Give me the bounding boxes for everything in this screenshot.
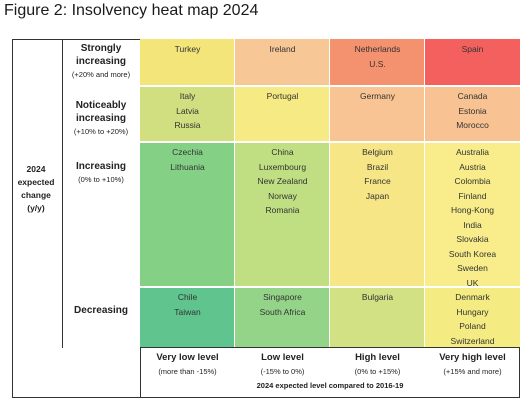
grid-line-vertical: [424, 39, 425, 348]
column-label-range: (-15% to 0%): [260, 367, 305, 376]
country-label: Brazil: [366, 161, 389, 172]
heatmap-cell: Bulgaria: [330, 287, 425, 348]
country-label: Switzerland: [450, 335, 495, 346]
country-label: Poland: [459, 321, 486, 331]
heatmap-cell: Germany: [330, 86, 425, 142]
heatmap-cell: Australia Austria Colombia Finland Hong-Kong…: [425, 142, 520, 288]
y-axis-title-line: change: [21, 190, 51, 200]
heatmap-cell: China Luxembourg New Zealand Norway Romania: [235, 142, 330, 287]
country-label: Belgium: [362, 147, 393, 157]
heatmap-cell: Spain: [425, 39, 520, 86]
country-label: Taiwan: [174, 306, 201, 317]
country-label: Ireland: [269, 44, 296, 54]
grid-line-horizontal: [140, 286, 520, 288]
y-axis-title-line: 2024: [26, 164, 46, 174]
figure-title: Figure 2: Insolvency heat map 2024: [4, 2, 259, 19]
row-label: Decreasing: [62, 304, 140, 317]
country-label: Sweden: [457, 263, 488, 273]
grid-line-vertical: [329, 39, 330, 348]
country-label: Luxembourg: [258, 161, 307, 172]
country-label: Morocco: [456, 120, 489, 130]
column-label-main: Very low level: [156, 352, 219, 363]
country-label: Turkey: [174, 44, 201, 54]
heatmap-cell: Singapore South Africa: [235, 287, 330, 348]
y-axis-border: [62, 39, 63, 348]
row-label-main: Noticeably increasing: [75, 100, 127, 124]
country-label: Bulgaria: [361, 292, 394, 302]
column-label-main: Low level: [261, 352, 304, 363]
country-label: Colombia: [454, 176, 491, 186]
row-label: Increasing (0% to +10%): [62, 160, 140, 185]
y-axis-title-line: (y/y): [27, 203, 45, 213]
country-label: Japan: [365, 190, 390, 201]
country-label: Norway: [268, 190, 297, 201]
y-axis-title-line: expected: [17, 177, 55, 187]
country-label: Lithuania: [170, 161, 205, 172]
row-label-range: (+10% to +20%): [73, 127, 129, 136]
row-label: Noticeably increasing (+10% to +20%): [62, 99, 140, 137]
country-label: Hong-Kong: [450, 205, 494, 215]
heatmap-cell: Ireland: [235, 39, 330, 86]
country-label: Chile: [177, 292, 198, 302]
row-label-main: Strongly increasing: [75, 43, 127, 67]
country-label: Denmark: [455, 292, 490, 302]
grid-line-horizontal: [140, 85, 520, 87]
row-label: Strongly increasing (+20% and more): [62, 42, 140, 80]
column-label-range: (+15% and more): [443, 367, 502, 376]
country-label: Finland: [458, 190, 487, 201]
heatmap-cell: Belgium Brazil France Japan: [330, 142, 425, 287]
country-label: Italy: [179, 91, 196, 101]
country-label: Singapore: [263, 292, 302, 302]
heatmap-cell: Czechia Lithuania: [140, 142, 235, 287]
x-axis-area: [140, 347, 520, 399]
country-label: Estonia: [458, 105, 487, 116]
y-axis-title: 2024 expected change (y/y): [14, 163, 58, 215]
column-label: Low level (-15% to 0%): [235, 352, 330, 377]
column-label: Very high level (+15% and more): [425, 352, 520, 377]
x-axis-left-border: [140, 347, 141, 398]
heatmap-cell: Denmark Hungary Poland Switzerland: [425, 287, 520, 348]
country-label: South Korea: [448, 248, 497, 259]
country-label: Netherlands: [354, 44, 401, 54]
country-label: Austria: [459, 161, 486, 172]
country-label: Spain: [461, 44, 484, 54]
heatmap-cell: Canada Estonia Morocco: [425, 86, 520, 142]
country-label: Canada: [457, 91, 488, 101]
country-label: Latvia: [176, 105, 199, 116]
row-label-main: Decreasing: [74, 305, 128, 316]
x-axis-title: 2024 expected level compared to 2016-19: [256, 381, 404, 390]
column-label-main: High level: [355, 352, 400, 363]
grid-line-horizontal: [140, 141, 520, 143]
column-label: Very low level (more than -15%): [140, 352, 235, 377]
country-label: France: [364, 176, 391, 186]
country-label: India: [463, 219, 482, 230]
grid-line-vertical: [234, 39, 235, 348]
country-label: U.S.: [369, 58, 386, 69]
column-label-range: (more than -15%): [158, 367, 217, 376]
column-label: High level (0% to +15%): [330, 352, 425, 377]
row-label-range: (0% to +10%): [78, 175, 124, 184]
column-label-range: (0% to +15%): [354, 367, 401, 376]
country-label: Russia: [174, 120, 201, 130]
country-label: Germany: [360, 91, 395, 101]
country-label: Romania: [265, 205, 300, 215]
country-label: Australia: [455, 147, 490, 157]
country-label: New Zealand: [257, 176, 308, 186]
country-label: Czechia: [172, 147, 203, 157]
heatmap-cell: Chile Taiwan: [140, 287, 235, 348]
country-label: Slovakia: [456, 234, 489, 244]
country-label: Portugal: [266, 91, 299, 101]
country-label: UK: [466, 277, 479, 288]
heatmap-cell: Turkey: [140, 39, 235, 86]
row-label-main: Increasing: [75, 161, 127, 172]
country-label: China: [271, 147, 294, 157]
heatmap-cell: Netherlands U.S.: [330, 39, 425, 86]
heatmap-cell: Portugal: [235, 86, 330, 142]
country-label: South Africa: [259, 306, 306, 317]
column-label-main: Very high level: [439, 352, 506, 363]
country-label: Hungary: [456, 306, 489, 317]
row-label-range: (+20% and more): [71, 70, 131, 79]
heatmap-cell: Italy Latvia Russia: [140, 86, 235, 142]
